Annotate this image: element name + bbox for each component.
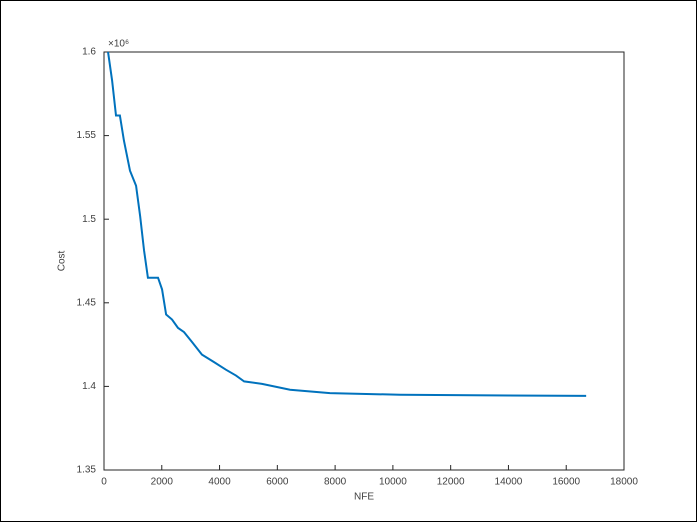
x-tick-label: 2000 (151, 477, 174, 488)
x-tick-label: 10000 (379, 477, 407, 488)
x-tick-label: 16000 (552, 477, 580, 488)
x-tick-label: 18000 (610, 477, 638, 488)
x-tick-label: 14000 (495, 477, 523, 488)
y-tick-label: 1.55 (77, 130, 97, 141)
y-axis-label: Cost (57, 250, 68, 271)
x-tick-label: 0 (101, 477, 107, 488)
y-tick-label: 1.45 (77, 297, 97, 308)
x-tick-label: 4000 (208, 477, 231, 488)
x-tick-label: 12000 (437, 477, 465, 488)
y-exponent: ×10⁶ (108, 39, 129, 50)
frame (1, 1, 697, 522)
y-tick-label: 1.5 (82, 214, 96, 225)
x-tick-label: 6000 (266, 477, 289, 488)
y-tick-label: 1.4 (82, 381, 96, 392)
chart: NFE Cost ×10⁶ 1.35 1.4 1.45 1.5 1.55 1.6 0 2000… (0, 0, 697, 522)
x-axis-label: NFE (354, 492, 374, 503)
y-tick-label: 1.6 (82, 47, 96, 58)
x-tick-label: 8000 (324, 477, 347, 488)
y-tick-label: 1.35 (77, 465, 97, 476)
